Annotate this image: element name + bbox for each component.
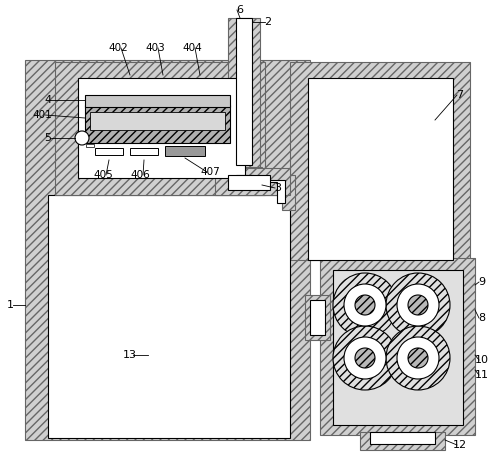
Text: 2: 2 — [264, 17, 271, 27]
Circle shape — [333, 273, 397, 337]
Bar — [78, 78, 245, 178]
Text: 5: 5 — [44, 133, 51, 143]
Text: 7: 7 — [457, 90, 464, 100]
Text: 13: 13 — [123, 350, 137, 360]
Circle shape — [408, 348, 428, 368]
Bar — [55, 62, 265, 195]
Bar — [228, 18, 260, 175]
Text: 1: 1 — [6, 300, 13, 310]
Bar — [25, 60, 310, 440]
Bar — [236, 18, 252, 165]
Bar — [130, 148, 158, 155]
Text: 405: 405 — [93, 170, 113, 180]
Circle shape — [408, 295, 428, 315]
Text: 9: 9 — [479, 277, 486, 287]
Bar — [320, 258, 475, 435]
Bar — [228, 175, 270, 190]
Text: 406: 406 — [130, 170, 150, 180]
Circle shape — [344, 284, 386, 326]
Bar — [360, 432, 445, 450]
Bar — [310, 300, 325, 335]
Circle shape — [355, 348, 375, 368]
Text: 401: 401 — [32, 110, 52, 120]
Bar — [48, 195, 290, 438]
Bar — [290, 62, 470, 260]
Text: 12: 12 — [453, 440, 467, 450]
Bar — [85, 105, 230, 143]
Text: 407: 407 — [200, 167, 220, 177]
Circle shape — [397, 284, 439, 326]
Bar — [165, 146, 205, 156]
Circle shape — [386, 326, 450, 390]
Circle shape — [333, 326, 397, 390]
Text: 402: 402 — [108, 43, 128, 53]
Text: 403: 403 — [145, 43, 165, 53]
Bar — [215, 168, 290, 195]
Text: 11: 11 — [475, 370, 489, 380]
Circle shape — [397, 337, 439, 379]
Text: 10: 10 — [475, 355, 489, 365]
Text: 8: 8 — [479, 313, 486, 323]
Polygon shape — [236, 175, 285, 203]
Bar — [305, 295, 330, 340]
Text: 3: 3 — [274, 183, 281, 193]
Circle shape — [386, 273, 450, 337]
Text: 4: 4 — [44, 95, 52, 105]
Bar — [86, 144, 94, 147]
Bar — [90, 112, 225, 130]
Bar — [370, 432, 435, 444]
Circle shape — [355, 295, 375, 315]
Text: 6: 6 — [237, 5, 244, 15]
Bar — [85, 95, 230, 107]
Text: 404: 404 — [182, 43, 202, 53]
Bar — [308, 78, 453, 260]
Bar — [333, 270, 463, 425]
Polygon shape — [228, 167, 295, 210]
Circle shape — [75, 131, 89, 145]
Bar — [95, 148, 123, 155]
Circle shape — [344, 337, 386, 379]
